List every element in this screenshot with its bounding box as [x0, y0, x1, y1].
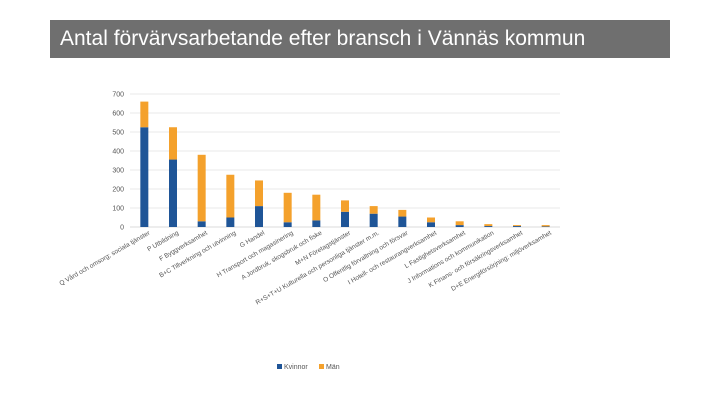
x-tick-label-0: Q Vård och omsorg; sociala tjänster [58, 228, 152, 287]
bar-kvinnor-3 [226, 217, 235, 227]
bar-kvinnor-2 [197, 221, 206, 227]
y-tick-label-600: 600 [112, 111, 124, 118]
legend: Kvinnor Män [277, 364, 340, 371]
bar-kvinnor-12 [484, 226, 493, 227]
bar-man-2 [197, 154, 206, 222]
y-tick-label-700: 700 [112, 92, 124, 99]
legend-label-kvinnor: Kvinnor [284, 364, 308, 371]
legend-swatch-man [319, 364, 324, 369]
title-bar: Antal förvärvsarbetande efter bransch i … [50, 20, 670, 58]
bar-man-9 [398, 209, 407, 217]
legend-label-man: Män [326, 364, 340, 371]
bar-kvinnor-9 [398, 216, 407, 227]
bar-man-8 [369, 206, 378, 214]
bar-kvinnor-10 [427, 222, 435, 227]
legend-swatch-kvinnor [277, 364, 282, 369]
y-tick-label-0: 0 [120, 225, 124, 232]
bar-kvinnor-14 [541, 226, 550, 227]
bar-man-7 [341, 200, 349, 212]
bar-man-11 [455, 221, 464, 226]
bar-kvinnor-13 [513, 226, 521, 227]
y-tick-label-300: 300 [112, 168, 124, 175]
bar-man-0 [140, 101, 149, 128]
bar-kvinnor-6 [312, 220, 321, 227]
bar-kvinnor-7 [341, 211, 349, 227]
bar-kvinnor-5 [283, 222, 292, 227]
bar-kvinnor-4 [255, 206, 263, 227]
bars [140, 101, 550, 227]
bar-man-1 [169, 127, 177, 160]
bar-man-12 [484, 224, 493, 227]
y-axis-ticks: 0 100 200 300 400 500 600 700 [112, 92, 124, 232]
y-tick-label-100: 100 [112, 206, 124, 213]
bar-kvinnor-11 [455, 225, 464, 227]
bar-man-14 [541, 225, 550, 227]
bar-man-10 [427, 217, 435, 223]
chart-title: Antal förvärvsarbetande efter bransch i … [60, 27, 586, 50]
y-tick-label-400: 400 [112, 149, 124, 156]
bar-man-13 [513, 225, 521, 227]
y-tick-label-200: 200 [112, 187, 124, 194]
bar-kvinnor-0 [140, 127, 149, 227]
bar-kvinnor-8 [369, 213, 378, 227]
bar-man-4 [255, 180, 263, 207]
bar-man-6 [312, 194, 321, 221]
bar-man-3 [226, 174, 235, 218]
bar-man-5 [283, 192, 292, 223]
y-tick-label-500: 500 [112, 130, 124, 137]
bar-kvinnor-1 [169, 159, 177, 227]
